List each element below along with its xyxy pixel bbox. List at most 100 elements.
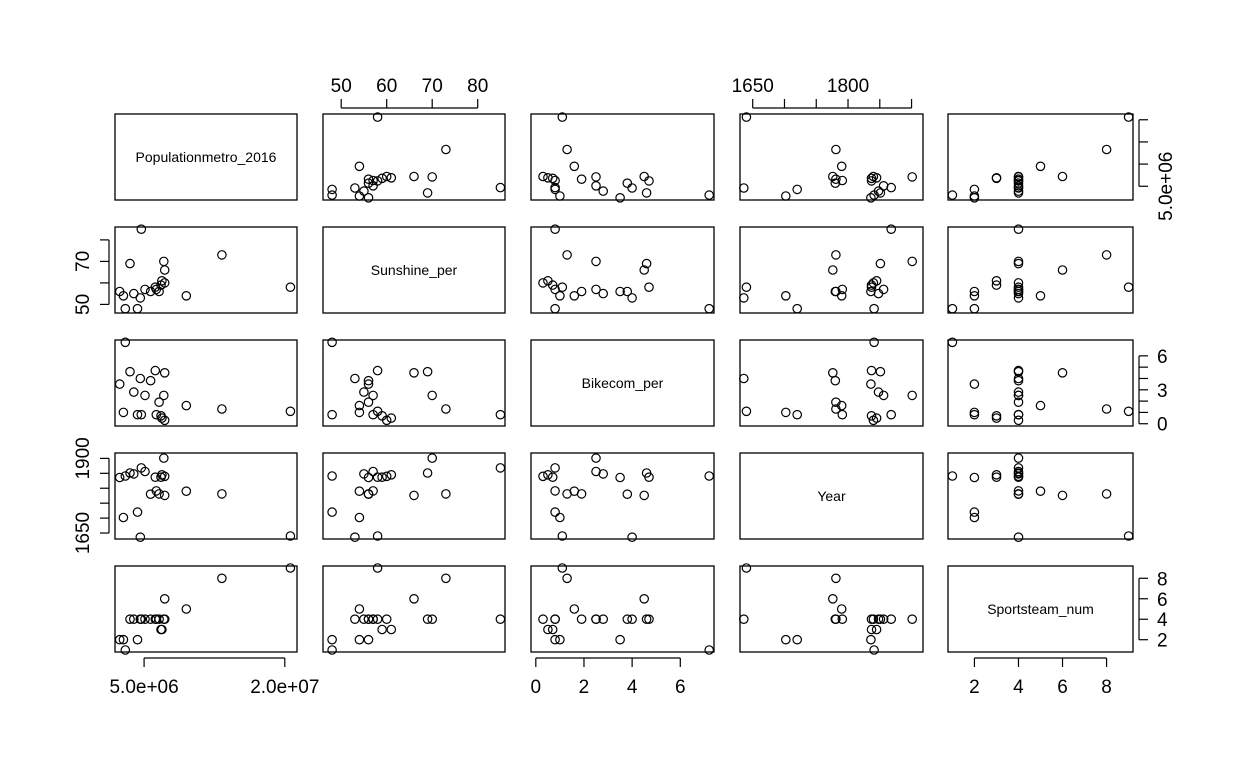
point-year-populationmetro-2016-1 bbox=[831, 144, 841, 155]
panel-bikecom-per-vs-sunshine-per bbox=[322, 339, 506, 427]
x-tick-label-bikecom-per-1: 2 bbox=[579, 677, 590, 698]
point-bikecom-per-populationmetro-2016-15 bbox=[550, 184, 560, 195]
panel-sunshine-per-vs-populationmetro-2016 bbox=[114, 226, 298, 314]
point-year-sunshine-per-14 bbox=[738, 293, 749, 303]
point-sunshine-per-year-3 bbox=[409, 490, 419, 501]
point-bikecom-per-populationmetro-2016-8 bbox=[576, 174, 587, 184]
point-sportsteam-num-sunshine-per-17 bbox=[1013, 258, 1024, 269]
point-sunshine-per-year-7 bbox=[377, 472, 387, 482]
x-tick-label-sunshine-per-0: 50 bbox=[331, 76, 352, 97]
point-year-populationmetro-2016-8 bbox=[831, 174, 841, 184]
point-sunshine-per-bikecom-per-6 bbox=[386, 413, 397, 423]
point-sunshine-per-bikecom-per-8 bbox=[363, 397, 374, 407]
point-populationmetro-2016-sunshine-per-17 bbox=[125, 258, 135, 269]
panel-year-vs-sunshine-per bbox=[322, 452, 506, 540]
point-populationmetro-2016-sunshine-per-13 bbox=[136, 224, 147, 234]
point-year-populationmetro-2016-0 bbox=[741, 112, 752, 122]
point-year-sportsteam-num-17 bbox=[875, 614, 886, 624]
point-year-populationmetro-2016-18 bbox=[869, 190, 879, 200]
panel-bikecom-per-vs-bikecom-per bbox=[530, 339, 715, 427]
point-sunshine-per-bikecom-per-7 bbox=[377, 410, 387, 421]
point-sportsteam-num-year-6 bbox=[991, 469, 1002, 480]
point-bikecom-per-sportsteam-num-2 bbox=[569, 604, 580, 614]
point-sunshine-per-populationmetro-2016-19 bbox=[354, 191, 365, 201]
point-bikecom-per-sunshine-per-10 bbox=[644, 282, 654, 292]
point-year-bikecom-per-13 bbox=[886, 409, 896, 420]
point-sunshine-per-bikecom-per-15 bbox=[327, 409, 337, 420]
point-sunshine-per-bikecom-per-9 bbox=[368, 409, 378, 420]
point-bikecom-per-sunshine-per-8 bbox=[576, 286, 587, 297]
point-sunshine-per-sportsteam-num-10 bbox=[372, 614, 383, 624]
point-year-sportsteam-num-1 bbox=[831, 573, 841, 584]
point-year-bikecom-per-18 bbox=[869, 337, 879, 348]
point-year-bikecom-per-5 bbox=[907, 390, 917, 401]
point-year-sunshine-per-15 bbox=[792, 303, 802, 314]
point-bikecom-per-populationmetro-2016-2 bbox=[569, 161, 580, 172]
point-populationmetro-2016-year-13 bbox=[136, 463, 147, 473]
point-sunshine-per-bikecom-per-18 bbox=[327, 337, 337, 348]
point-sunshine-per-sportsteam-num-6 bbox=[386, 624, 397, 635]
point-sunshine-per-populationmetro-2016-20 bbox=[363, 193, 374, 203]
point-sportsteam-num-bikecom-per-13 bbox=[1013, 409, 1024, 420]
point-year-bikecom-per-12 bbox=[878, 390, 889, 401]
point-populationmetro-2016-year-18 bbox=[120, 471, 131, 481]
point-populationmetro-2016-year-7 bbox=[156, 472, 166, 482]
point-year-sportsteam-num-18 bbox=[869, 645, 879, 655]
point-sportsteam-num-sunshine-per-20 bbox=[969, 286, 980, 297]
point-populationmetro-2016-year-3 bbox=[159, 490, 170, 501]
point-year-sunshine-per-9 bbox=[837, 284, 848, 295]
point-sunshine-per-sportsteam-num-20 bbox=[363, 634, 374, 645]
point-sunshine-per-sportsteam-num-16 bbox=[359, 614, 369, 624]
point-sunshine-per-populationmetro-2016-4 bbox=[381, 171, 392, 182]
point-year-sunshine-per-0 bbox=[741, 282, 752, 292]
point-year-populationmetro-2016-2 bbox=[836, 161, 847, 172]
point-sportsteam-num-bikecom-per-2 bbox=[1035, 400, 1046, 411]
point-bikecom-per-sportsteam-num-18 bbox=[704, 645, 714, 655]
point-year-bikecom-per-9 bbox=[837, 409, 848, 420]
point-bikecom-per-populationmetro-2016-19 bbox=[555, 191, 565, 201]
point-bikecom-per-year-5 bbox=[591, 453, 601, 463]
point-bikecom-per-populationmetro-2016-10 bbox=[644, 176, 654, 186]
point-bikecom-per-sunshine-per-18 bbox=[704, 303, 714, 314]
point-sunshine-per-bikecom-per-13 bbox=[495, 409, 506, 420]
point-sunshine-per-sportsteam-num-7 bbox=[377, 624, 387, 635]
point-populationmetro-2016-year-11 bbox=[145, 489, 156, 499]
point-year-populationmetro-2016-5 bbox=[907, 172, 917, 182]
point-sunshine-per-sportsteam-num-2 bbox=[354, 604, 365, 614]
point-sportsteam-num-bikecom-per-18 bbox=[947, 337, 958, 348]
variable-label-year: Year bbox=[817, 488, 846, 504]
point-year-sportsteam-num-3 bbox=[827, 593, 838, 604]
point-sunshine-per-sportsteam-num-14 bbox=[350, 614, 360, 624]
point-populationmetro-2016-bikecom-per-7 bbox=[156, 410, 166, 421]
point-populationmetro-2016-bikecom-per-11 bbox=[145, 375, 156, 386]
point-bikecom-per-sportsteam-num-16 bbox=[598, 614, 608, 624]
point-sportsteam-num-populationmetro-2016-20 bbox=[969, 193, 980, 203]
point-year-sportsteam-num-6 bbox=[871, 624, 882, 635]
point-sunshine-per-sportsteam-num-0 bbox=[372, 563, 383, 573]
panel-populationmetro-2016-vs-year bbox=[739, 113, 924, 201]
point-populationmetro-2016-bikecom-per-14 bbox=[135, 373, 146, 384]
panel-year-vs-year bbox=[739, 452, 924, 540]
x-tick-label-bikecom-per-2: 4 bbox=[627, 677, 638, 698]
point-sunshine-per-populationmetro-2016-17 bbox=[422, 188, 433, 198]
point-populationmetro-2016-year-17 bbox=[125, 468, 135, 478]
point-sunshine-per-year-15 bbox=[327, 507, 337, 517]
point-year-populationmetro-2016-7 bbox=[866, 173, 877, 184]
point-sportsteam-num-populationmetro-2016-1 bbox=[1101, 144, 1112, 155]
point-year-populationmetro-2016-6 bbox=[871, 173, 882, 183]
point-sunshine-per-sportsteam-num-17 bbox=[422, 614, 433, 624]
point-sunshine-per-year-20 bbox=[363, 472, 374, 483]
point-bikecom-per-year-4 bbox=[538, 471, 548, 482]
point-sportsteam-num-sunshine-per-6 bbox=[991, 275, 1002, 286]
point-year-bikecom-per-17 bbox=[875, 366, 886, 377]
point-sunshine-per-year-19 bbox=[354, 512, 365, 523]
x-tick-label-sunshine-per-2: 70 bbox=[422, 76, 443, 97]
point-sportsteam-num-populationmetro-2016-18 bbox=[947, 190, 958, 200]
point-bikecom-per-populationmetro-2016-18 bbox=[704, 190, 714, 200]
point-populationmetro-2016-sunshine-per-20 bbox=[114, 286, 125, 297]
panel-sportsteam-num-vs-bikecom-per bbox=[530, 565, 715, 653]
point-sunshine-per-bikecom-per-19 bbox=[354, 407, 365, 418]
point-bikecom-per-year-18 bbox=[704, 471, 714, 481]
point-sunshine-per-populationmetro-2016-15 bbox=[327, 184, 337, 195]
point-sunshine-per-bikecom-per-14 bbox=[350, 373, 360, 384]
